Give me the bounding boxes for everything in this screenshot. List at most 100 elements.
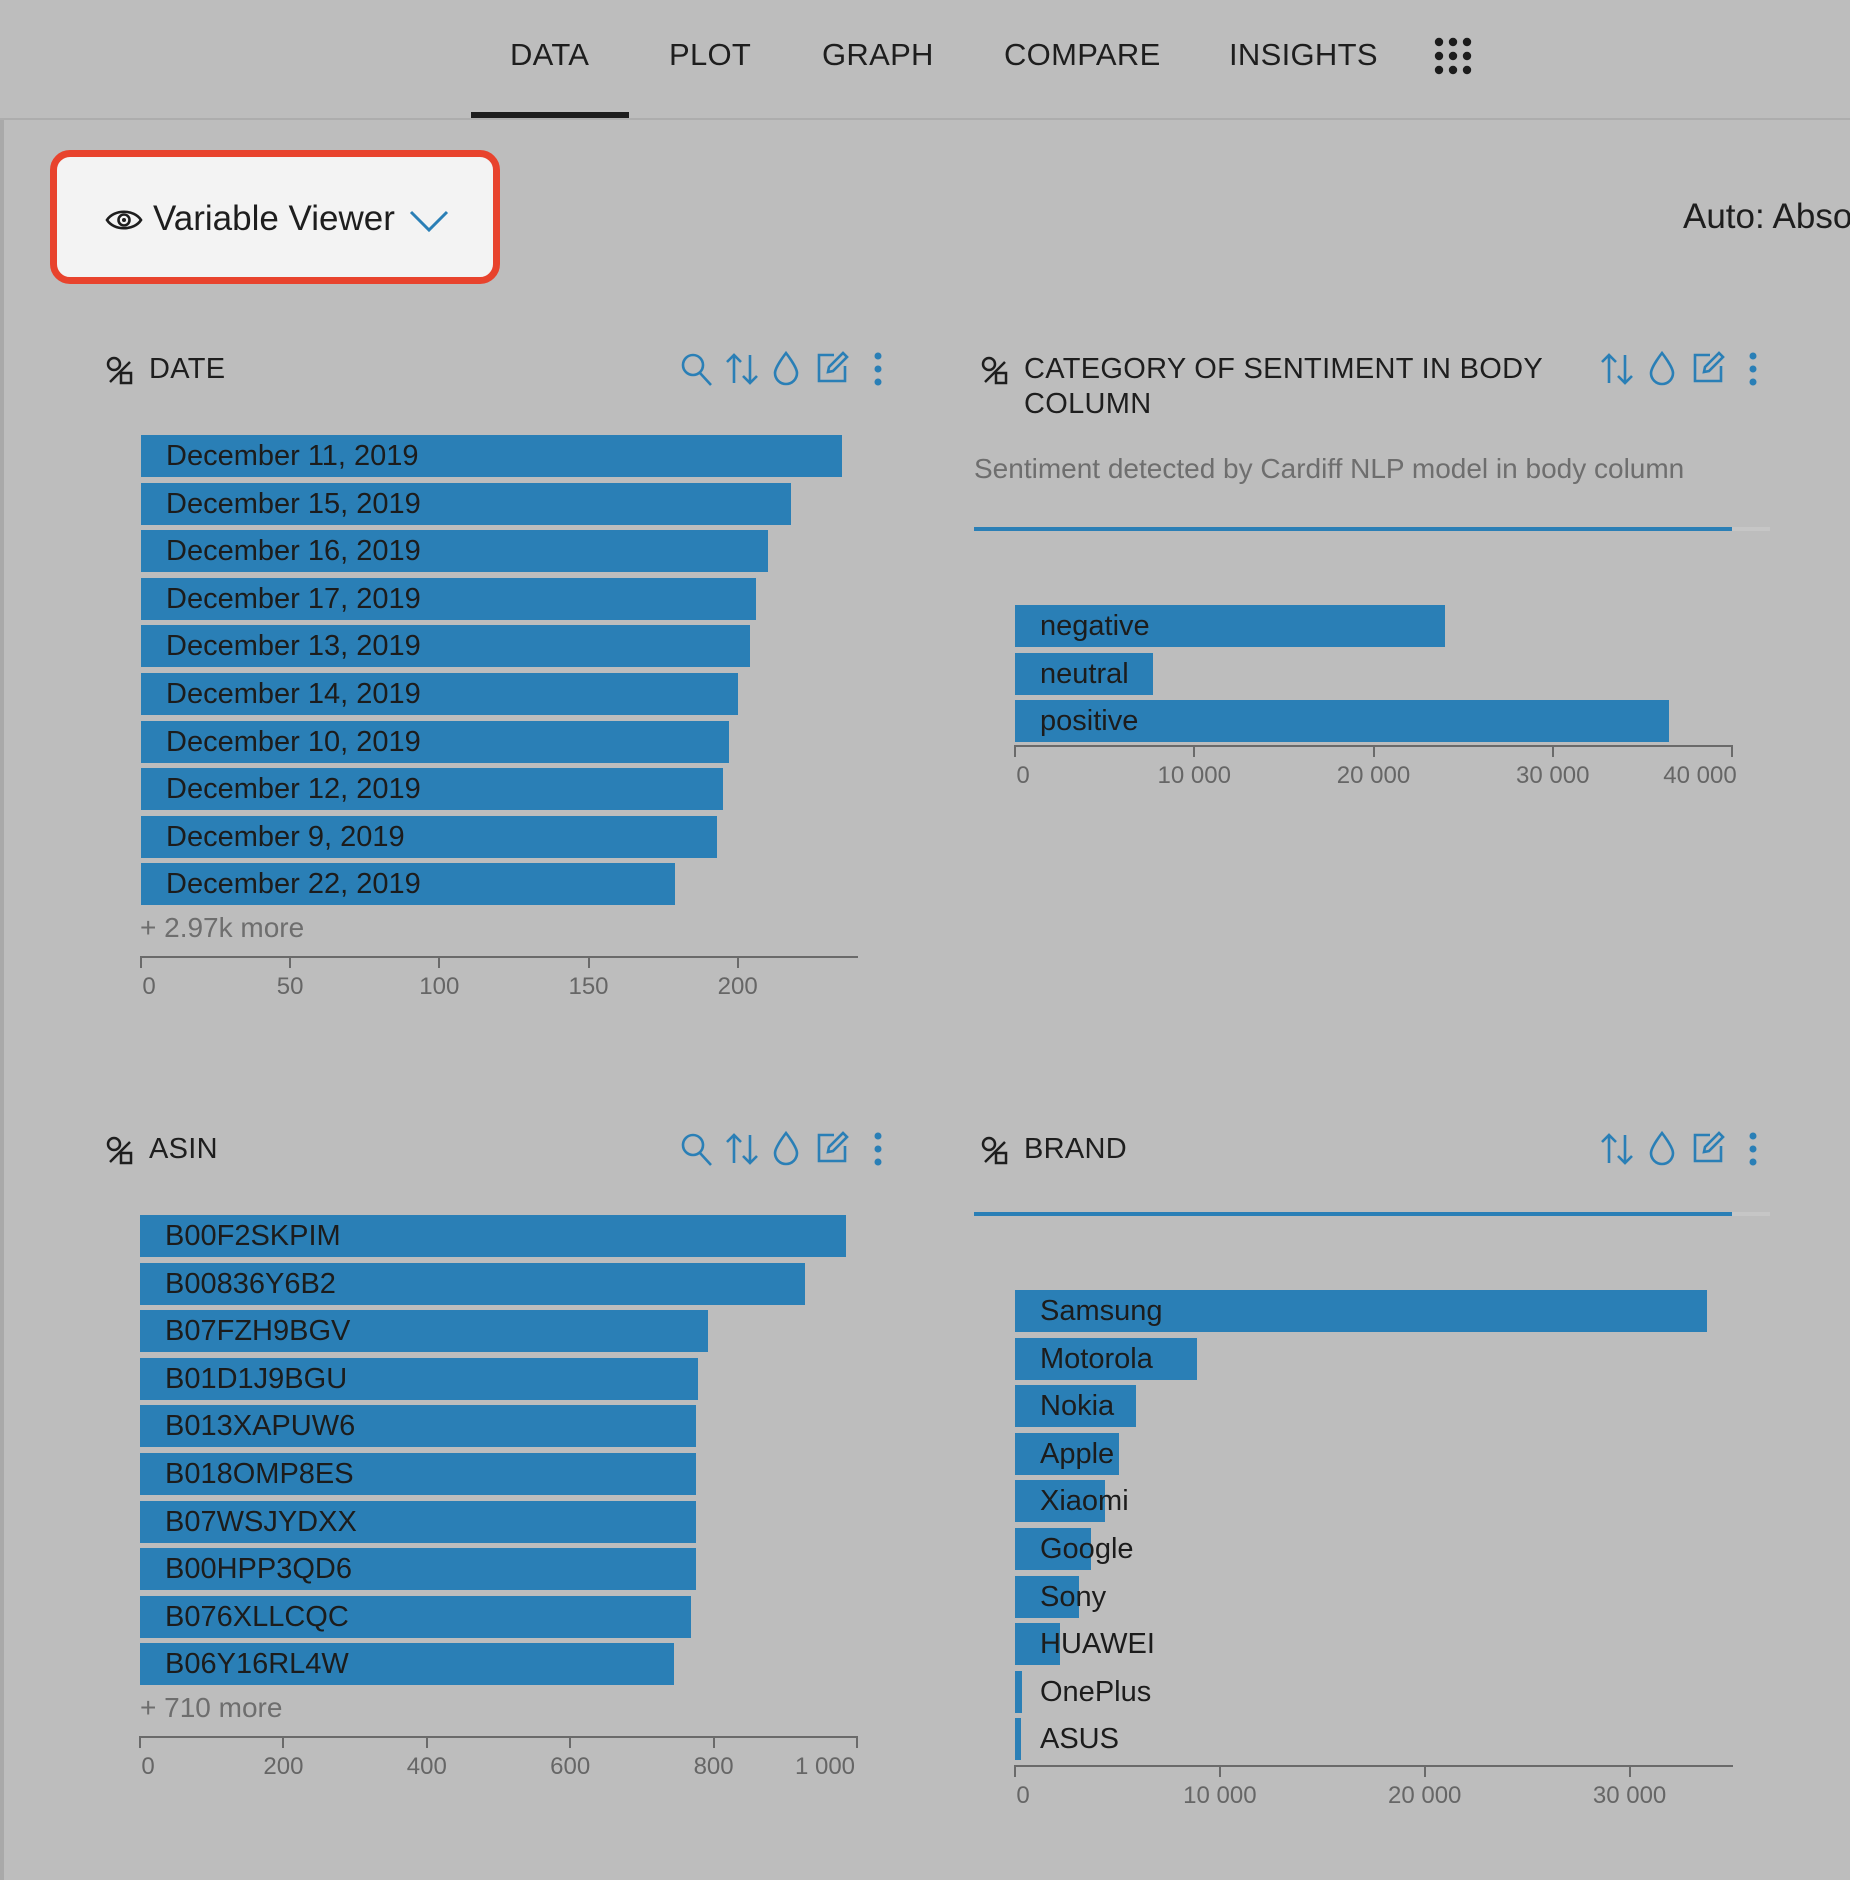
color-drop-icon[interactable]	[1648, 350, 1676, 386]
chart-bar[interactable]	[140, 1310, 708, 1353]
tab-compare[interactable]: COMPARE	[1004, 37, 1161, 72]
x-axis-tick-label: 0	[1016, 1782, 1030, 1809]
active-tab-indicator	[471, 112, 629, 118]
completeness-track	[1732, 1212, 1770, 1216]
x-axis-tick	[438, 956, 441, 968]
search-icon[interactable]	[680, 352, 714, 388]
x-axis-tick	[1628, 1765, 1631, 1777]
chart-bar[interactable]	[141, 720, 729, 763]
chart-bar[interactable]	[141, 530, 768, 573]
x-axis-tick-label: 400	[406, 1753, 447, 1780]
chart-bar[interactable]	[1015, 605, 1446, 647]
x-axis-tick-label: 40 000	[1663, 762, 1737, 789]
more-values-label[interactable]: + 710 more	[140, 1692, 283, 1723]
bar-label: B00836Y6B2	[165, 1267, 336, 1300]
bar-label: December 14, 2019	[166, 678, 421, 710]
bar-label: December 17, 2019	[166, 582, 421, 615]
x-axis-tick	[712, 1736, 715, 1748]
chart-bar[interactable]	[1015, 700, 1670, 743]
x-axis-tick	[1372, 745, 1375, 757]
color-drop-icon[interactable]	[772, 1130, 800, 1166]
sort-icon[interactable]	[1599, 1131, 1635, 1167]
variable-viewer-dropdown[interactable]: Variable Viewer	[50, 150, 500, 284]
x-axis-tick	[569, 1736, 572, 1748]
bar-label: Google	[1040, 1533, 1134, 1565]
chart-bar[interactable]	[140, 1357, 698, 1400]
chart-bar[interactable]	[141, 435, 843, 477]
chart-bar[interactable]	[140, 1643, 675, 1686]
x-axis-tick	[856, 1736, 858, 1748]
color-drop-icon[interactable]	[772, 350, 800, 386]
variable-type-icon	[106, 1136, 133, 1165]
chart-bar[interactable]	[1015, 1718, 1021, 1761]
x-axis-tick-label: 10 000	[1183, 1782, 1257, 1809]
bar-label: B018OMP8ES	[165, 1458, 354, 1490]
chart-bar[interactable]	[1015, 1623, 1061, 1666]
chart-bar[interactable]	[140, 1262, 806, 1305]
variable-viewer-label: Variable Viewer	[153, 199, 395, 238]
sort-icon[interactable]	[1599, 351, 1635, 387]
x-axis-tick-label: 150	[568, 973, 609, 1000]
chart-bar[interactable]	[1015, 1290, 1708, 1332]
x-axis-tick	[139, 1736, 141, 1748]
chart-bar[interactable]	[141, 625, 750, 668]
x-axis-tick-label: 10 000	[1157, 762, 1231, 789]
top-nav: DATA PLOT GRAPH COMPARE INSIGHTS	[0, 0, 1850, 120]
bar-label: B00HPP3QD6	[165, 1553, 352, 1586]
chart-bar[interactable]	[140, 1453, 696, 1495]
x-axis-tick-label: 0	[142, 973, 156, 1000]
chart-bar[interactable]	[140, 1500, 696, 1543]
chart-bar[interactable]	[1015, 1670, 1023, 1713]
panel-title-brand: BRAND	[1024, 1133, 1128, 1165]
x-axis-tick-label: 200	[263, 1753, 304, 1780]
scale-mode-label[interactable]: Auto: Abso	[1683, 197, 1850, 236]
chart-bar[interactable]	[141, 482, 792, 525]
variable-type-icon	[106, 356, 133, 385]
bar-label: December 13, 2019	[166, 630, 421, 663]
chart-bar[interactable]	[141, 815, 717, 858]
chart-bar[interactable]	[1015, 1575, 1079, 1618]
chart-bar[interactable]	[1015, 1385, 1136, 1428]
chart-bar[interactable]	[1015, 652, 1154, 695]
more-icon[interactable]	[872, 1132, 884, 1166]
more-values-label[interactable]: + 2.97k more	[140, 912, 305, 943]
bar-label: negative	[1040, 610, 1150, 642]
x-axis-line	[140, 1736, 858, 1738]
bar-label: December 15, 2019	[166, 487, 421, 520]
chart-bar[interactable]	[141, 863, 676, 906]
x-axis-tick	[140, 956, 142, 968]
tab-data[interactable]: DATA	[510, 37, 590, 72]
x-axis-tick-label: 600	[550, 1753, 591, 1780]
chart-bar[interactable]	[141, 577, 756, 620]
tab-plot[interactable]: PLOT	[669, 37, 752, 72]
more-icon[interactable]	[872, 352, 884, 386]
more-icon[interactable]	[1747, 352, 1759, 386]
bar-label: B013XAPUW6	[165, 1410, 356, 1443]
chart-bar[interactable]	[141, 768, 723, 811]
x-axis-tick	[282, 1736, 285, 1748]
chart-bar[interactable]	[140, 1548, 696, 1591]
search-icon[interactable]	[680, 1132, 714, 1168]
edit-icon[interactable]	[1690, 350, 1726, 386]
tab-graph[interactable]: GRAPH	[822, 37, 934, 72]
chart-bar[interactable]	[140, 1215, 847, 1257]
tab-insights[interactable]: INSIGHTS	[1229, 37, 1378, 72]
bar-label: December 22, 2019	[166, 868, 421, 901]
chart-bar[interactable]	[1015, 1432, 1120, 1475]
chart-bar[interactable]	[141, 673, 738, 715]
grid-icon[interactable]	[1434, 37, 1472, 75]
sort-icon[interactable]	[724, 351, 760, 387]
chart-bar[interactable]	[1015, 1337, 1198, 1380]
more-icon[interactable]	[1747, 1132, 1759, 1166]
chart-bar[interactable]	[140, 1405, 696, 1448]
edit-icon[interactable]	[814, 1130, 850, 1166]
bar-label: B06Y16RL4W	[165, 1648, 349, 1681]
chart-bar[interactable]	[1015, 1480, 1106, 1523]
bar-label: OnePlus	[1040, 1675, 1152, 1708]
color-drop-icon[interactable]	[1648, 1130, 1676, 1166]
chart-bar[interactable]	[1015, 1528, 1091, 1570]
chart-bar[interactable]	[140, 1595, 691, 1638]
sort-icon[interactable]	[724, 1131, 760, 1167]
edit-icon[interactable]	[814, 350, 850, 386]
edit-icon[interactable]	[1690, 1130, 1726, 1166]
